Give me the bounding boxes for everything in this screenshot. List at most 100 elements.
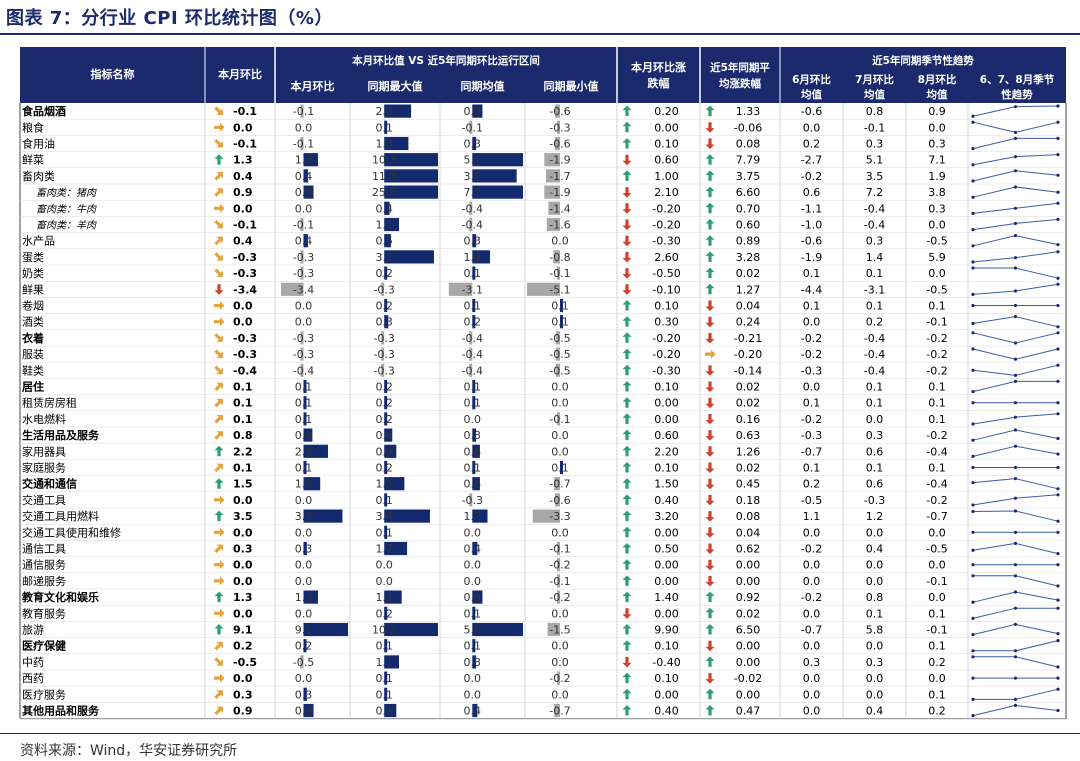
row-diff-value: 0.00	[654, 413, 679, 426]
arrow-shape	[214, 219, 223, 229]
arrow-shape	[214, 560, 225, 570]
row-diff-value: 0.10	[654, 672, 679, 685]
row-diff-value: 2.20	[654, 445, 679, 458]
range-bar-positive	[559, 298, 563, 313]
row-diff-value: -0.30	[652, 364, 680, 377]
sparkline-point	[1056, 598, 1060, 602]
range-bar-label: 0.0	[464, 413, 482, 426]
range-bar-positive	[384, 639, 388, 653]
arrow-shape	[622, 575, 632, 586]
row-m7-value: 0.0	[866, 413, 884, 426]
range-bar-label: 0.0	[295, 494, 313, 507]
arrow-up-icon	[622, 397, 632, 408]
arrow-shape	[214, 154, 224, 165]
row-m6-value: -1.0	[801, 219, 822, 232]
arrow-shape	[622, 608, 632, 619]
range-bar-label: -0.6	[549, 105, 570, 118]
sparkline-point	[1056, 687, 1060, 691]
sparkline-point	[1056, 552, 1060, 556]
row-m7-value: -0.3	[864, 494, 885, 507]
header-name: 指标名称	[91, 67, 135, 81]
row-current-value: 9.1	[233, 624, 253, 637]
arrow-shape	[705, 105, 715, 117]
sparkline-point	[1056, 530, 1060, 534]
range-bar-positive	[384, 217, 399, 232]
range-bar-positive	[384, 541, 408, 556]
row-avg5-value: 0.02	[736, 462, 761, 475]
range-bar-label: 0.0	[295, 316, 313, 329]
range-bar-positive	[472, 266, 476, 280]
arrow-shape	[214, 415, 223, 424]
sparkline-point	[1013, 256, 1018, 260]
arrow-shape	[622, 203, 632, 214]
header-avg5: 近5年同期平	[710, 61, 770, 74]
range-bar-label: 1.5	[295, 478, 313, 491]
row-diff-value: 0.10	[654, 640, 679, 653]
arrow-up-icon	[705, 105, 715, 117]
arrow-shape	[214, 706, 223, 716]
arrow-down-right-icon	[214, 219, 223, 229]
arrow-shape	[705, 559, 715, 571]
range-bar-positive	[384, 201, 390, 215]
range-bar-positive	[472, 250, 491, 264]
row-current-value: -0.1	[233, 105, 257, 118]
sparkline-point	[1013, 676, 1018, 680]
header-g2-col: 均值	[864, 88, 885, 101]
arrow-shape	[622, 300, 632, 311]
range-bar-label: -0.1	[549, 267, 570, 280]
arrow-down-icon	[705, 462, 715, 473]
arrow-up-icon	[622, 640, 632, 651]
arrow-shape	[705, 494, 715, 506]
sparkline-point	[971, 697, 975, 702]
row-current-value: 0.0	[233, 607, 253, 620]
sparkline-point	[1056, 665, 1060, 669]
range-bar-positive	[472, 428, 477, 442]
sparkline-point	[1056, 325, 1060, 329]
arrow-shape	[622, 559, 632, 570]
row-avg5-value: 6.50	[736, 624, 761, 637]
range-bar-label: 0.1	[375, 121, 393, 134]
arrow-shape	[705, 219, 715, 230]
row-m8-value: 0.0	[928, 559, 946, 572]
row-avg5-value: 0.70	[736, 202, 761, 215]
row-m7-value: 0.8	[866, 105, 884, 118]
row-m6-value: -0.2	[801, 413, 822, 426]
row-m8-value: 3.8	[928, 186, 946, 199]
arrow-right-icon	[214, 317, 225, 327]
range-bar-label: -0.7	[549, 478, 570, 491]
row-avg5-value: 0.00	[736, 559, 761, 572]
row-m8-value: 0.1	[928, 607, 946, 620]
header-current: 本月环比	[218, 67, 262, 81]
range-bar-label: 0.1	[464, 640, 482, 653]
header-g2-col: 6、7、8月季节	[980, 73, 1055, 86]
range-bar-label: 0.1	[551, 300, 569, 313]
range-bar-label: 1.5	[375, 478, 393, 491]
arrow-down-right-icon	[214, 252, 223, 261]
sparkline-point	[1013, 530, 1018, 534]
arrow-down-icon	[622, 203, 632, 214]
arrow-up-icon	[622, 445, 632, 457]
sparkline-point	[1013, 136, 1018, 140]
row-m6-value: 0.2	[803, 138, 821, 151]
range-bar-negative	[300, 266, 304, 280]
arrow-shape	[214, 510, 224, 522]
row-m7-value: 1.2	[866, 510, 884, 523]
arrow-shape	[705, 478, 715, 490]
range-bar-label: -0.3	[373, 283, 394, 296]
range-bar-label: 0.1	[464, 267, 482, 280]
row-diff-value: 9.90	[654, 624, 679, 637]
sparkline-point	[1056, 303, 1060, 308]
row-current-value: 0.0	[233, 300, 253, 313]
range-bar-positive	[384, 379, 388, 394]
range-bar-negative	[556, 590, 560, 604]
row-m8-value: -0.1	[926, 316, 947, 329]
sparkline-point	[1056, 584, 1060, 588]
range-bar-label: 0.0	[295, 672, 313, 685]
row-avg5-value: 0.18	[736, 494, 761, 507]
row-avg5-value: 0.00	[736, 688, 761, 701]
range-bar-label: 0.8	[464, 105, 482, 118]
arrow-right-icon	[214, 122, 225, 132]
arrow-down-icon	[622, 268, 632, 279]
row-m7-value: 0.2	[866, 316, 884, 329]
row-m6-value: 0.0	[803, 705, 821, 718]
